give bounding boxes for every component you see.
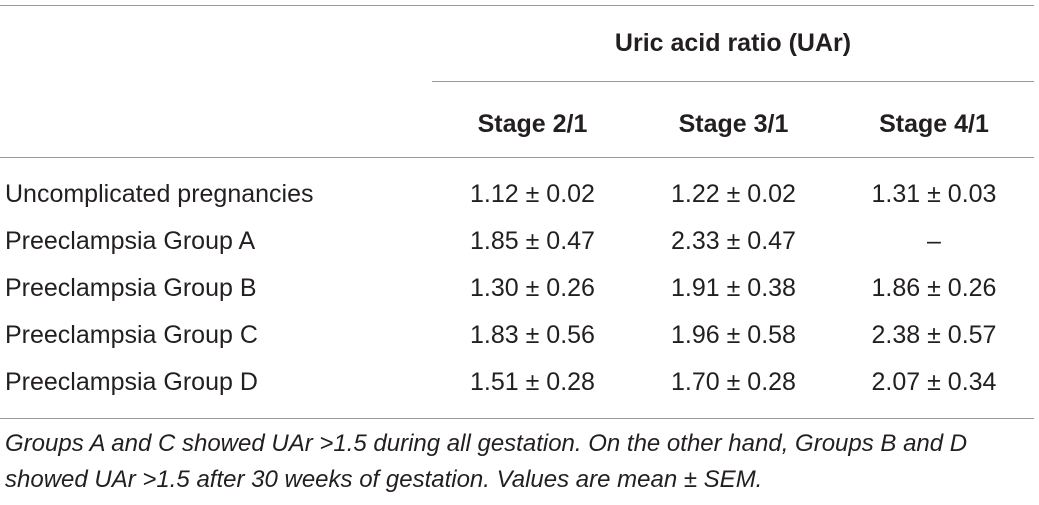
table-bottom-rule bbox=[0, 418, 1034, 419]
table-cell: 1.96 ± 0.58 bbox=[671, 321, 796, 349]
column-header-stage-2-1: Stage 2/1 bbox=[477, 110, 588, 138]
table-row: Preeclampsia Group B 1.30 ± 0.26 1.91 ± … bbox=[0, 271, 1034, 317]
group-header-rule bbox=[432, 81, 1034, 82]
table-cell: 1.12 ± 0.02 bbox=[470, 180, 595, 208]
table-cell: 1.22 ± 0.02 bbox=[671, 180, 796, 208]
table-cell: 1.51 ± 0.28 bbox=[470, 368, 595, 396]
table-cell: 1.70 ± 0.28 bbox=[671, 368, 796, 396]
row-label: Preeclampsia Group A bbox=[5, 227, 256, 255]
table-cell: 2.38 ± 0.57 bbox=[871, 321, 997, 349]
table-cell: 2.33 ± 0.47 bbox=[671, 227, 796, 255]
table-row: Preeclampsia Group D 1.51 ± 0.28 1.70 ± … bbox=[0, 365, 1034, 411]
table-top-rule bbox=[0, 5, 1034, 6]
group-header: Uric acid ratio (UAr) bbox=[614, 29, 852, 57]
row-label: Preeclampsia Group D bbox=[5, 368, 258, 396]
table-footnote: Groups A and C showed UAr >1.5 during al… bbox=[5, 430, 968, 493]
table-row: Uncomplicated pregnancies 1.12 ± 0.02 1.… bbox=[0, 177, 1034, 223]
table-cell: 1.91 ± 0.38 bbox=[671, 274, 796, 302]
column-header-stage-4-1: Stage 4/1 bbox=[879, 110, 989, 138]
table-cell: 1.85 ± 0.47 bbox=[470, 227, 595, 255]
column-header-stage-3-1: Stage 3/1 bbox=[678, 110, 789, 138]
row-label: Uncomplicated pregnancies bbox=[5, 180, 314, 208]
table-cell: 1.86 ± 0.26 bbox=[871, 274, 997, 302]
table-cell: 1.83 ± 0.56 bbox=[470, 321, 595, 349]
table-cell: 1.30 ± 0.26 bbox=[470, 274, 595, 302]
table-row: Preeclampsia Group C 1.83 ± 0.56 1.96 ± … bbox=[0, 318, 1034, 364]
table-cell: 1.31 ± 0.03 bbox=[871, 180, 997, 208]
table-row: Preeclampsia Group A 1.85 ± 0.47 2.33 ± … bbox=[0, 224, 1034, 270]
row-label: Preeclampsia Group B bbox=[5, 274, 257, 302]
table-cell: 2.07 ± 0.34 bbox=[871, 368, 997, 396]
header-bottom-rule bbox=[0, 157, 1034, 158]
row-label: Preeclampsia Group C bbox=[5, 321, 258, 349]
table-cell: – bbox=[927, 227, 941, 255]
